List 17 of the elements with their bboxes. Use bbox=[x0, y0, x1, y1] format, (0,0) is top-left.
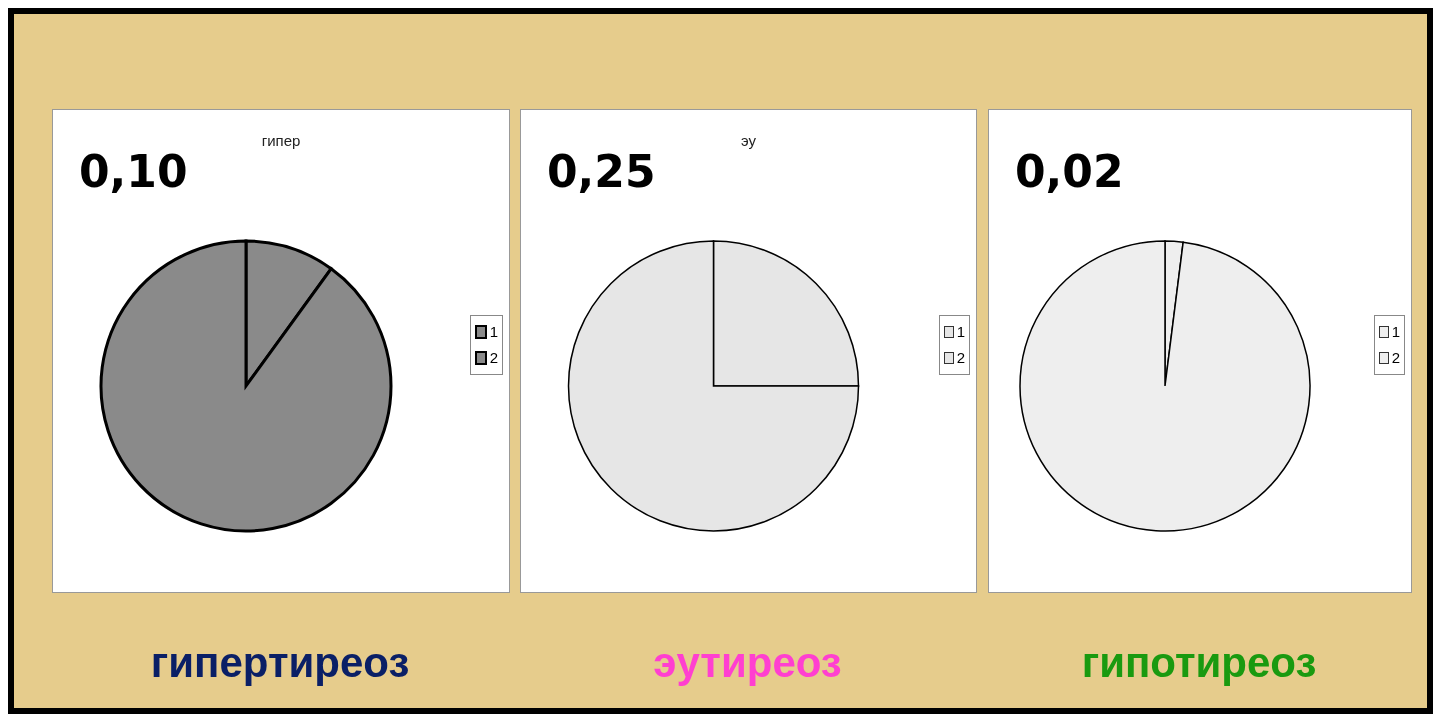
legend-label: 2 bbox=[956, 348, 965, 368]
text: 0,02 bbox=[1015, 146, 1124, 197]
pie-slice bbox=[1019, 240, 1311, 532]
pie-slice bbox=[99, 239, 393, 533]
text: 0,10 bbox=[79, 146, 188, 197]
pie-slice bbox=[567, 240, 860, 532]
text: гипотиреоз bbox=[1080, 639, 1318, 687]
legend-label: 2 bbox=[489, 348, 498, 368]
chart-title: эу bbox=[740, 132, 757, 149]
chart-title: гипер bbox=[261, 132, 301, 149]
legend-label: 2 bbox=[1391, 348, 1400, 368]
text: 0,25 bbox=[547, 146, 656, 197]
legend-label: 1 bbox=[956, 322, 965, 342]
legend-label: 1 bbox=[489, 322, 498, 342]
text: гипертиреоз bbox=[149, 639, 411, 687]
text: эутиреоз bbox=[652, 639, 843, 687]
legend-label: 1 bbox=[1391, 322, 1400, 342]
